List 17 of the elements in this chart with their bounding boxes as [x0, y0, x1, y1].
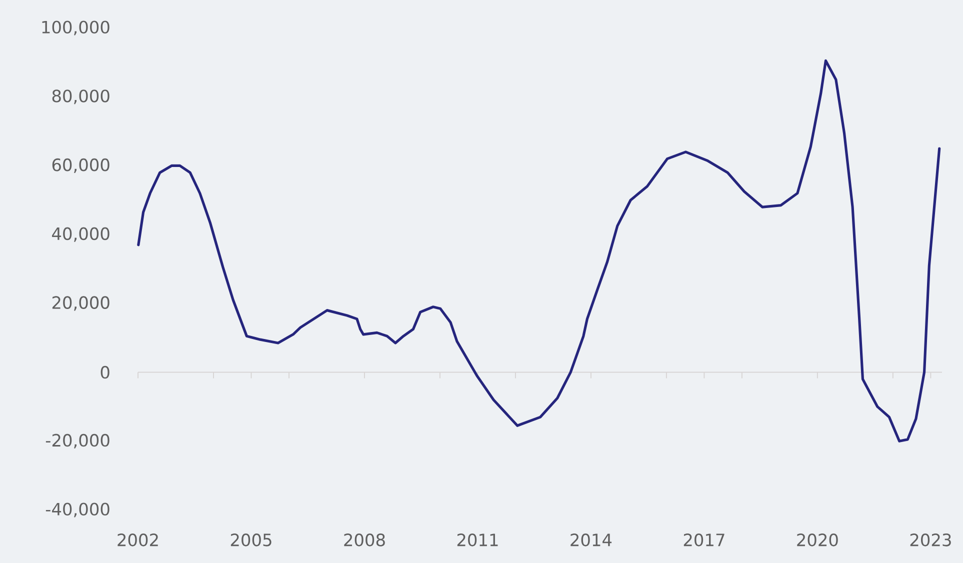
x-tick-label: 2005 [230, 534, 272, 546]
x-tick-label: 2020 [797, 534, 838, 546]
x-tick-label: 2002 [118, 534, 158, 546]
y-tick-label: 0 [100, 366, 110, 379]
x-tick-label: 2023 [910, 534, 951, 546]
y-tick-label: 20,000 [52, 296, 110, 311]
y-tick-label: 80,000 [52, 90, 110, 104]
x-tick-label: 2011 [457, 534, 498, 546]
y-tick-label: -40,000 [46, 502, 110, 518]
y-tick-label: 60,000 [52, 158, 110, 173]
x-tick-label: 2017 [684, 534, 724, 546]
x-tick-label: 2008 [344, 534, 385, 546]
y-tick-label: 100,000 [42, 20, 110, 36]
x-tick-label: 2014 [570, 534, 612, 546]
y-tick-label: 40,000 [52, 227, 110, 242]
y-tick-label: -20,000 [46, 434, 110, 448]
line-series [137, 59, 941, 442]
